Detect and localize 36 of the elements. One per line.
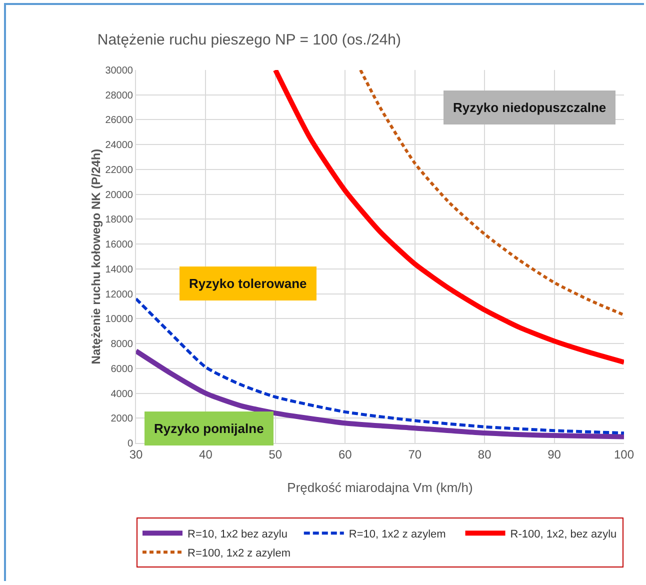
legend-label: R=10, 1x2 bez azylu — [188, 528, 288, 540]
y-tick-label: 30000 — [105, 66, 134, 76]
y-tick-label: 18000 — [105, 214, 134, 226]
chart-title: Natężenie ruchu pieszego NP = 100 (os./24h) — [97, 31, 402, 48]
x-tick-label: 40 — [199, 447, 213, 462]
y-tick-label: 4000 — [110, 388, 134, 400]
y-tick-label: 6000 — [110, 364, 134, 375]
y-tick-label: 20000 — [105, 190, 134, 201]
y-tick-label: 26000 — [105, 115, 134, 126]
y-axis-title: Natężenie ruchu kołowego NK (P/24h) — [89, 148, 104, 364]
legend-label: R=100, 1x2 z azylem — [188, 547, 291, 560]
y-tick-label: 2000 — [110, 414, 134, 425]
y-tick-label: 16000 — [105, 240, 134, 251]
annotation: Ryzyko niedopuszczalne — [453, 100, 606, 115]
y-tick-label: 10000 — [105, 314, 134, 326]
x-tick-label: 80 — [478, 447, 492, 462]
y-tick-label: 24000 — [105, 140, 134, 152]
x-tick-label: 100 — [614, 447, 634, 462]
y-tick-label: 28000 — [105, 90, 134, 102]
x-tick-label: 90 — [548, 447, 562, 462]
y-tick-label: 0 — [127, 438, 134, 450]
x-tick-label: 50 — [268, 447, 282, 462]
x-tick-label: 30 — [129, 447, 143, 462]
annotation: Ryzyko tolerowane — [189, 276, 307, 291]
y-tick-label: 14000 — [105, 264, 134, 276]
x-tick-label: 70 — [408, 447, 422, 462]
x-tick-label: 60 — [338, 447, 352, 462]
legend-label: R-100, 1x2, bez azylu — [510, 528, 617, 540]
y-tick-label: 12000 — [105, 289, 134, 300]
y-tick-label: 22000 — [105, 164, 134, 176]
line-series — [358, 70, 624, 316]
annotation: Ryzyko pomijalne — [154, 421, 264, 436]
line-series — [136, 297, 624, 435]
legend-label: R=10, 1x2 z azylem — [348, 528, 446, 540]
y-tick-label: 8000 — [110, 339, 134, 350]
x-axis-title: Prędkość miarodajna Vm (km/h) — [287, 480, 473, 495]
